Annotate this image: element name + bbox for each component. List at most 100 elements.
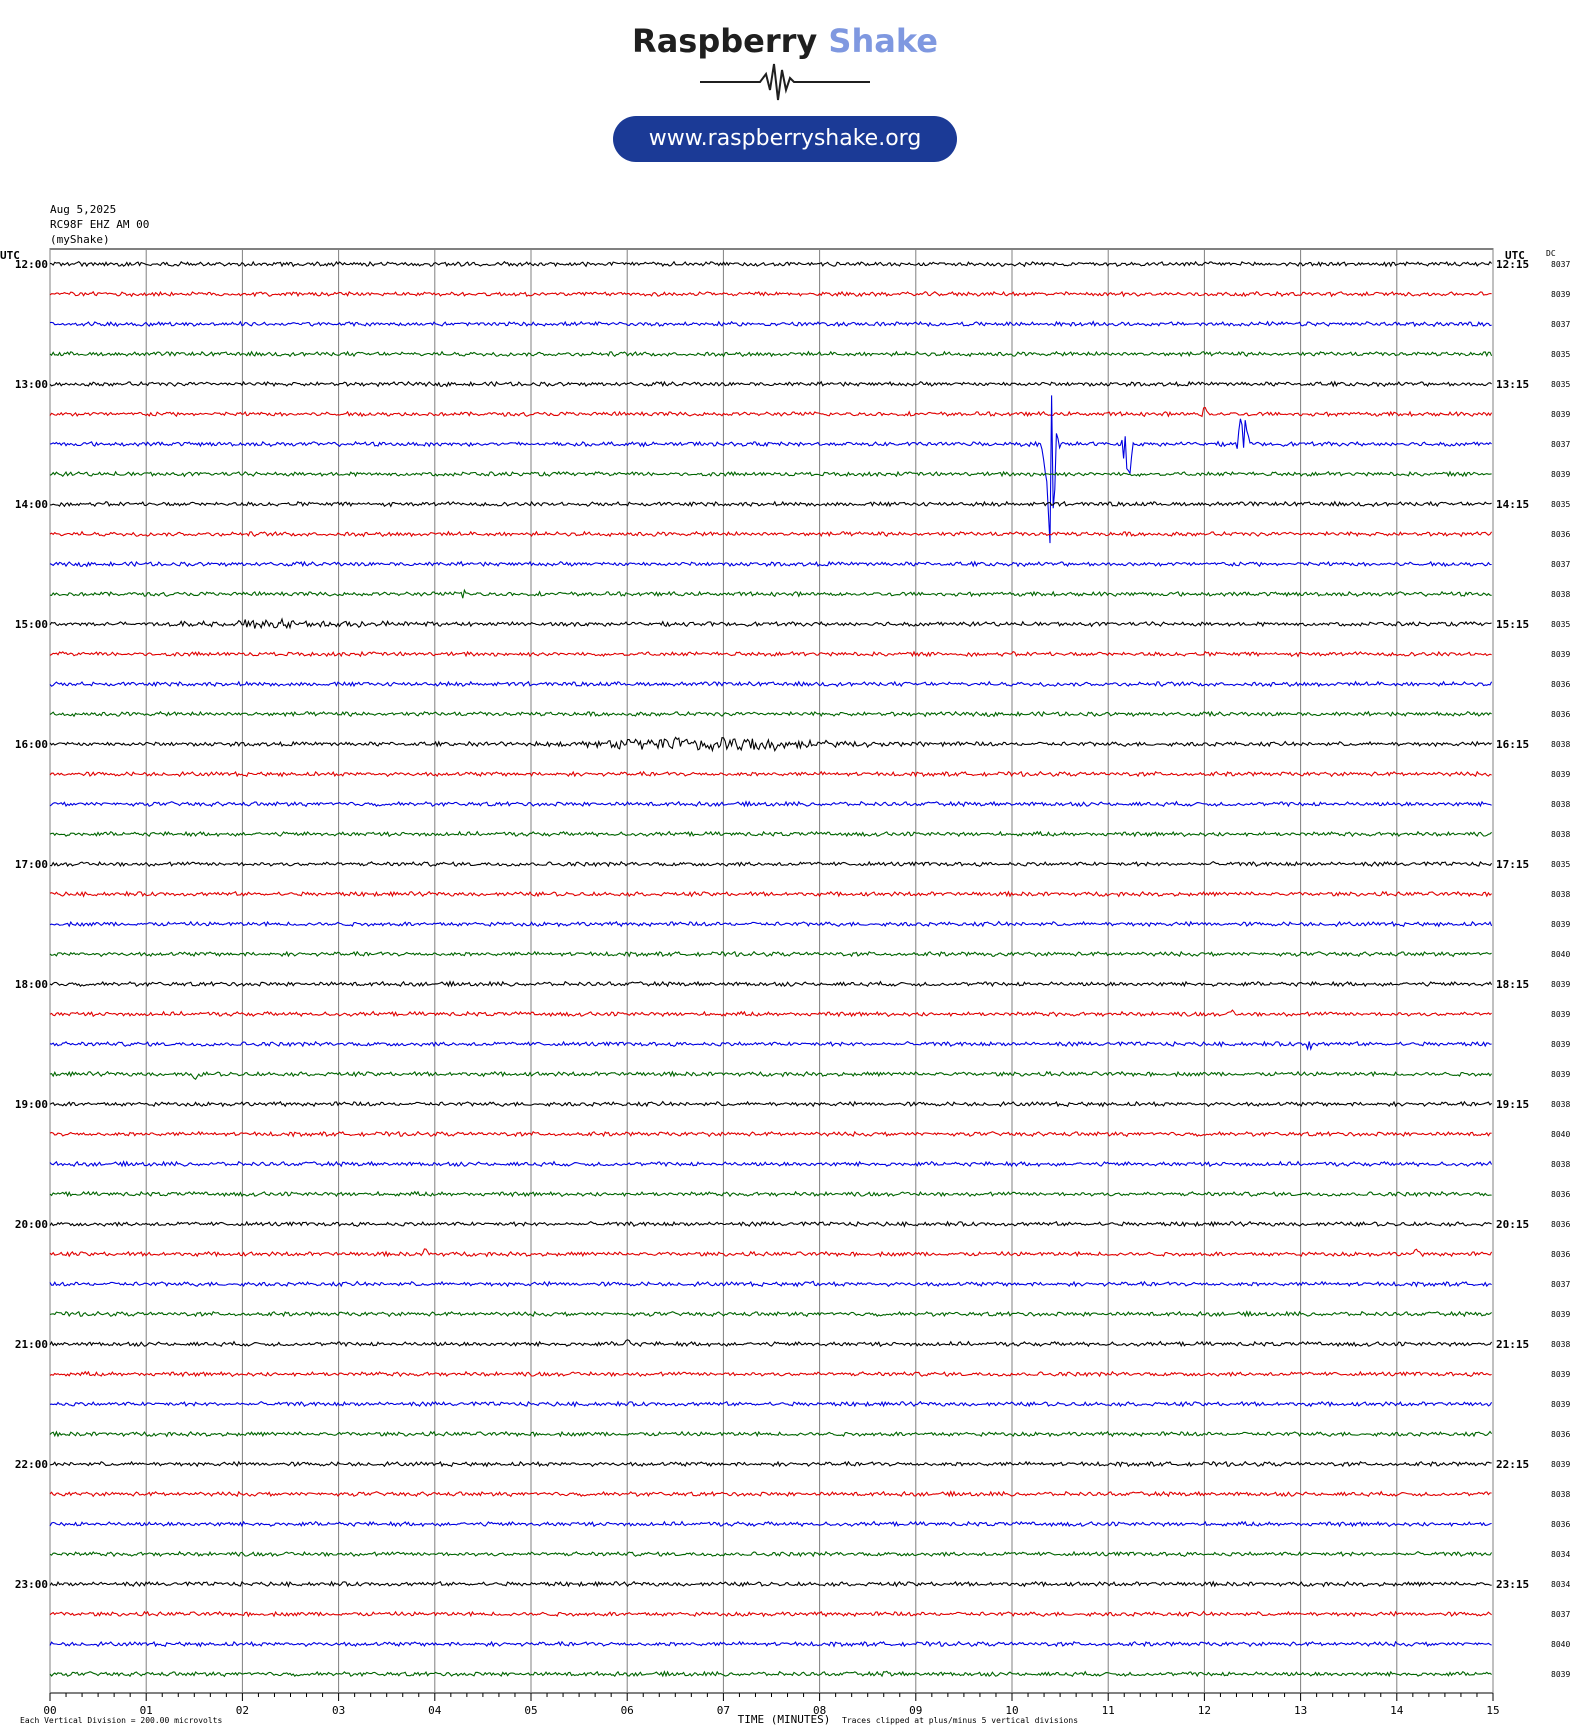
seismic-trace xyxy=(49,500,1492,508)
seismic-wave-icon xyxy=(700,63,870,101)
dc-value-label: 8038 xyxy=(1551,890,1570,899)
seismic-trace xyxy=(49,920,1493,928)
right-hour-label: 21:15 xyxy=(1496,1338,1529,1351)
dc-value-label: 8037 xyxy=(1551,440,1570,449)
seismic-trace xyxy=(49,1190,1492,1198)
left-utc-label: UTC xyxy=(0,249,20,262)
left-hour-label: 12:00 xyxy=(15,258,48,271)
dc-value-label: 8036 xyxy=(1551,1250,1570,1259)
dc-value-label: 8037 xyxy=(1551,560,1570,569)
x-tick-label: 13 xyxy=(1294,1704,1307,1717)
x-tick-label: 04 xyxy=(428,1704,442,1717)
dc-value-label: 8038 xyxy=(1551,1340,1570,1349)
dc-value-label: 8036 xyxy=(1551,1430,1570,1439)
seismic-trace xyxy=(49,1580,1492,1588)
seismic-trace xyxy=(49,980,1493,988)
dc-value-label: 8037 xyxy=(1551,320,1570,329)
dc-value-label: 8040 xyxy=(1551,1640,1570,1649)
left-hour-label: 22:00 xyxy=(15,1458,48,1471)
seismic-trace xyxy=(49,736,1492,753)
dc-value-label: 8037 xyxy=(1551,260,1570,269)
dc-value-label: 8037 xyxy=(1551,1610,1570,1619)
dc-value-label: 8039 xyxy=(1551,1370,1570,1379)
seismic-trace xyxy=(49,617,1492,630)
dc-value-label: 8034 xyxy=(1551,1580,1570,1589)
website-url-badge[interactable]: www.raspberryshake.org xyxy=(613,116,957,162)
x-tick-label: 00 xyxy=(43,1704,56,1717)
x-tick-label: 02 xyxy=(236,1704,249,1717)
header: Raspberry Shake www.raspberryshake.org xyxy=(0,0,1570,180)
seismic-trace xyxy=(49,560,1492,568)
seismic-trace xyxy=(49,406,1493,418)
seismic-trace xyxy=(49,890,1492,898)
x-tick-label: 06 xyxy=(621,1704,634,1717)
left-hour-label: 23:00 xyxy=(15,1578,48,1591)
vertical-division-note: Each Vertical Division = 200.00 microvol… xyxy=(20,1716,222,1725)
left-hour-label: 17:00 xyxy=(15,858,48,871)
dc-value-label: 8038 xyxy=(1551,830,1570,839)
dc-value-label: 8039 xyxy=(1551,770,1570,779)
right-hour-label: 19:15 xyxy=(1496,1098,1529,1111)
dc-value-label: 8036 xyxy=(1551,1220,1570,1229)
left-hour-label: 13:00 xyxy=(15,378,48,391)
x-tick-label: 14 xyxy=(1390,1704,1404,1717)
meta-source: (myShake) xyxy=(50,233,110,246)
seismic-trace xyxy=(49,650,1492,658)
dc-value-label: 8040 xyxy=(1551,950,1570,959)
seismic-trace xyxy=(49,1009,1492,1018)
dc-value-label: 8038 xyxy=(1551,800,1570,809)
plot-frame xyxy=(49,248,1494,1694)
seismic-trace xyxy=(49,830,1492,838)
dc-value-label: 8038 xyxy=(1551,1490,1570,1499)
left-hour-label: 14:00 xyxy=(15,498,48,511)
dc-value-label: 8036 xyxy=(1551,680,1570,689)
right-hour-label: 12:15 xyxy=(1496,258,1529,271)
seismic-trace xyxy=(49,290,1492,298)
x-tick-label: 15 xyxy=(1486,1704,1499,1717)
clipping-note: Traces clipped at plus/minus 5 vertical … xyxy=(842,1716,1078,1725)
left-hour-label: 21:00 xyxy=(15,1338,48,1351)
dc-value-label: 8039 xyxy=(1551,1070,1570,1079)
seismic-trace xyxy=(49,1220,1492,1228)
seismic-trace xyxy=(49,1400,1493,1408)
trace-layer xyxy=(49,260,1493,1678)
x-tick-label: 01 xyxy=(140,1704,153,1717)
dc-value-label: 8036 xyxy=(1551,1190,1570,1199)
right-hour-label: 18:15 xyxy=(1496,978,1529,991)
x-tick-label: 07 xyxy=(717,1704,730,1717)
seismic-trace xyxy=(49,950,1492,958)
x-axis-title: TIME (MINUTES) xyxy=(738,1713,831,1726)
dc-value-label: 8035 xyxy=(1551,380,1570,389)
dc-value-label: 8038 xyxy=(1551,1100,1570,1109)
dc-value-label: 8038 xyxy=(1551,590,1570,599)
dc-label: DC xyxy=(1546,249,1556,258)
dc-value-label: 8034 xyxy=(1551,1550,1570,1559)
brand-word-raspberry: Raspberry xyxy=(632,22,818,60)
x-tick-label: 08 xyxy=(813,1704,826,1717)
seismic-trace xyxy=(49,260,1493,268)
grid-layer xyxy=(49,248,1494,1701)
x-tick-label: 05 xyxy=(524,1704,537,1717)
dc-value-label: 8039 xyxy=(1551,1460,1570,1469)
seismic-trace xyxy=(49,1339,1493,1348)
x-tick-label: 03 xyxy=(332,1704,345,1717)
seismic-trace xyxy=(49,1130,1492,1138)
dc-value-label: 8036 xyxy=(1551,530,1570,539)
dc-value-label: 8035 xyxy=(1551,860,1570,869)
dc-value-label: 8039 xyxy=(1551,1670,1570,1679)
dc-value-label: 8035 xyxy=(1551,500,1570,509)
meta-station: RC98F EHZ AM 00 xyxy=(50,218,150,231)
seismic-trace xyxy=(49,1430,1493,1438)
seismic-trace xyxy=(49,1550,1493,1558)
dc-value-label: 8040 xyxy=(1551,1130,1570,1139)
seismic-trace xyxy=(49,1280,1492,1288)
left-hour-label: 18:00 xyxy=(15,978,48,991)
meta-date: Aug 5,2025 xyxy=(50,203,117,216)
dc-value-label: 8039 xyxy=(1551,410,1570,419)
dc-value-label: 8039 xyxy=(1551,980,1570,989)
seismic-trace xyxy=(49,1248,1493,1258)
seismic-trace xyxy=(49,530,1493,538)
seismic-trace xyxy=(49,588,1492,599)
seismic-trace xyxy=(49,800,1492,808)
right-hour-label: 14:15 xyxy=(1496,498,1529,511)
